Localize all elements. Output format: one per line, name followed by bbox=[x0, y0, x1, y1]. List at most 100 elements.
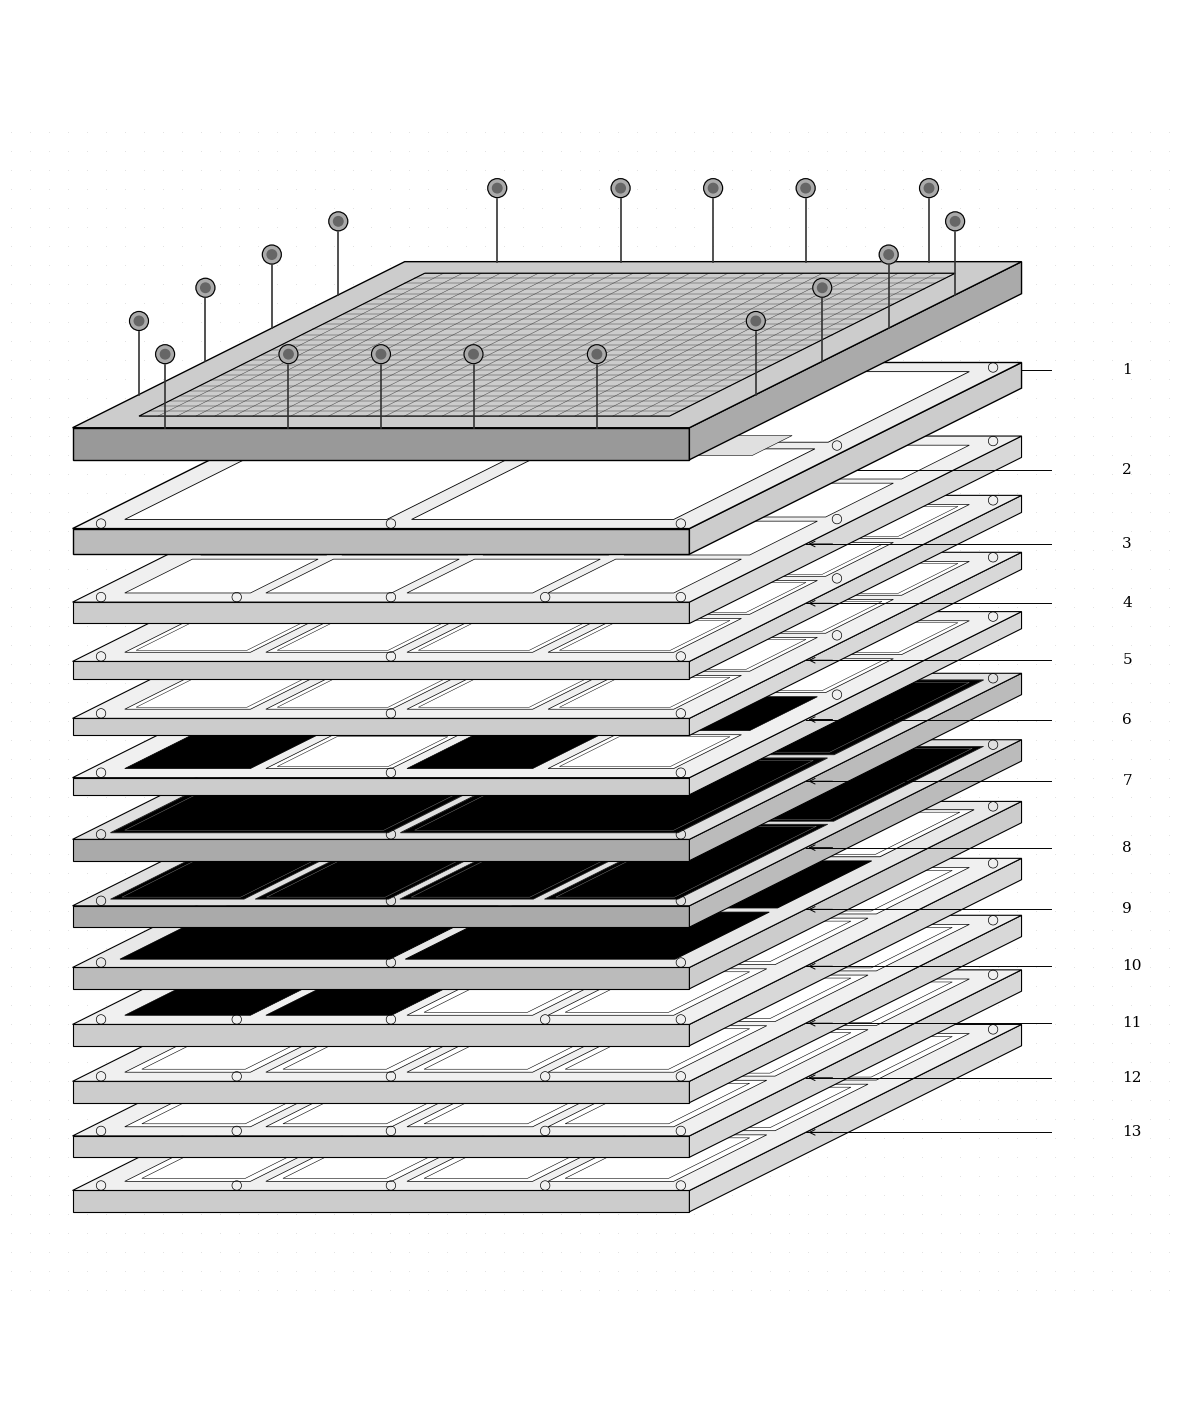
Polygon shape bbox=[212, 640, 383, 670]
Polygon shape bbox=[277, 677, 448, 708]
Polygon shape bbox=[624, 812, 960, 855]
Polygon shape bbox=[73, 968, 690, 989]
Polygon shape bbox=[768, 927, 952, 968]
Polygon shape bbox=[283, 1029, 467, 1070]
Polygon shape bbox=[768, 982, 952, 1023]
Polygon shape bbox=[266, 1135, 485, 1181]
Polygon shape bbox=[243, 1087, 428, 1128]
Text: 1: 1 bbox=[1122, 363, 1132, 377]
Polygon shape bbox=[526, 1087, 710, 1128]
Polygon shape bbox=[555, 746, 839, 821]
Polygon shape bbox=[787, 623, 958, 653]
Polygon shape bbox=[508, 918, 726, 965]
Polygon shape bbox=[281, 682, 679, 752]
Text: 3: 3 bbox=[1122, 537, 1132, 551]
Circle shape bbox=[268, 250, 277, 260]
Polygon shape bbox=[266, 969, 485, 1016]
Polygon shape bbox=[556, 680, 983, 755]
Polygon shape bbox=[560, 620, 730, 650]
Polygon shape bbox=[559, 658, 753, 692]
Polygon shape bbox=[407, 1135, 625, 1181]
Polygon shape bbox=[429, 602, 599, 632]
Polygon shape bbox=[141, 1084, 326, 1123]
Polygon shape bbox=[635, 561, 829, 595]
Polygon shape bbox=[627, 1037, 811, 1077]
Polygon shape bbox=[73, 261, 1021, 428]
Polygon shape bbox=[624, 521, 817, 555]
Polygon shape bbox=[367, 918, 586, 965]
Polygon shape bbox=[266, 560, 459, 593]
Polygon shape bbox=[277, 620, 448, 650]
Polygon shape bbox=[283, 1137, 467, 1178]
Circle shape bbox=[587, 345, 606, 363]
Circle shape bbox=[329, 212, 347, 230]
Polygon shape bbox=[364, 564, 535, 593]
Polygon shape bbox=[667, 1087, 851, 1128]
Polygon shape bbox=[125, 675, 319, 709]
Polygon shape bbox=[690, 552, 1021, 735]
Polygon shape bbox=[690, 363, 1021, 554]
Polygon shape bbox=[483, 697, 677, 731]
Circle shape bbox=[797, 178, 816, 198]
Polygon shape bbox=[201, 637, 394, 671]
Polygon shape bbox=[243, 921, 428, 962]
Polygon shape bbox=[548, 560, 742, 593]
Polygon shape bbox=[565, 1084, 749, 1123]
Polygon shape bbox=[384, 978, 568, 1019]
Polygon shape bbox=[222, 861, 586, 909]
Polygon shape bbox=[73, 552, 1021, 718]
Polygon shape bbox=[367, 975, 586, 1022]
Polygon shape bbox=[226, 1030, 445, 1077]
Polygon shape bbox=[526, 978, 710, 1019]
Polygon shape bbox=[243, 978, 428, 1019]
Polygon shape bbox=[400, 824, 684, 899]
Polygon shape bbox=[768, 1037, 952, 1077]
Polygon shape bbox=[627, 927, 811, 968]
Polygon shape bbox=[700, 483, 893, 517]
Polygon shape bbox=[690, 261, 1021, 459]
Circle shape bbox=[492, 184, 502, 192]
Circle shape bbox=[592, 349, 602, 359]
Polygon shape bbox=[345, 982, 529, 1023]
Polygon shape bbox=[787, 506, 958, 537]
Polygon shape bbox=[635, 582, 806, 612]
Polygon shape bbox=[419, 620, 589, 650]
Polygon shape bbox=[565, 1029, 749, 1070]
Polygon shape bbox=[649, 1030, 868, 1077]
Polygon shape bbox=[548, 969, 767, 1016]
Polygon shape bbox=[341, 521, 535, 555]
Polygon shape bbox=[407, 560, 600, 593]
Polygon shape bbox=[73, 496, 1021, 661]
Circle shape bbox=[279, 345, 298, 363]
Polygon shape bbox=[750, 868, 969, 914]
Polygon shape bbox=[468, 924, 687, 971]
Polygon shape bbox=[73, 602, 690, 623]
Polygon shape bbox=[407, 1026, 625, 1072]
Polygon shape bbox=[277, 483, 470, 517]
Polygon shape bbox=[341, 637, 535, 671]
Polygon shape bbox=[364, 506, 535, 537]
Polygon shape bbox=[776, 445, 969, 479]
Polygon shape bbox=[571, 544, 741, 574]
Polygon shape bbox=[125, 1026, 344, 1072]
Polygon shape bbox=[395, 435, 509, 455]
Circle shape bbox=[284, 349, 294, 359]
Polygon shape bbox=[266, 827, 527, 897]
Polygon shape bbox=[468, 1033, 687, 1080]
Polygon shape bbox=[266, 680, 693, 755]
Polygon shape bbox=[548, 1026, 767, 1072]
Polygon shape bbox=[73, 1191, 690, 1212]
Polygon shape bbox=[277, 599, 470, 633]
Polygon shape bbox=[327, 1033, 546, 1080]
Polygon shape bbox=[125, 449, 528, 520]
Polygon shape bbox=[141, 1029, 326, 1070]
Polygon shape bbox=[266, 746, 549, 821]
Polygon shape bbox=[353, 504, 546, 538]
Polygon shape bbox=[111, 757, 537, 832]
Polygon shape bbox=[73, 740, 1021, 906]
Polygon shape bbox=[711, 544, 882, 574]
Polygon shape bbox=[667, 978, 851, 1019]
Polygon shape bbox=[700, 599, 893, 633]
Polygon shape bbox=[364, 623, 535, 653]
Circle shape bbox=[813, 278, 832, 297]
